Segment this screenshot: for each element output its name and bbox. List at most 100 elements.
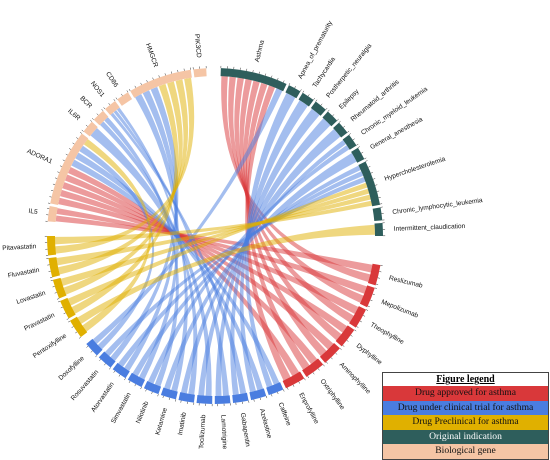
sector-tick [298,381,301,384]
sector-tick [128,380,131,384]
sector-label: Pentoxifylline [32,332,68,360]
sector-arc-atorvastatin [112,362,130,379]
sector-arc-postherpetic-neuralgia [310,101,326,116]
sector-tick [356,143,359,146]
legend-entry-approved: Drug approved for asthma [383,386,548,401]
sector-label: Caffeine [277,402,293,428]
sector-tick [376,190,380,192]
sector-arc-pentoxifylline [69,316,88,338]
sector-tick [71,326,74,328]
sector-tick [58,300,61,303]
sector-tick [146,80,148,83]
chord-ribbon [243,80,327,357]
chord-ribbon [55,200,373,245]
sector-tick [140,82,142,85]
sector-tick [292,384,295,387]
sector-tick [113,370,116,373]
sector-label: Chronic_lymphocytic_leukemia [392,197,483,216]
sector-arc-rosuvastatin [98,351,116,368]
sector-arc-asthma [220,68,287,92]
sector-tick [76,137,79,139]
sector-label: BCR [78,95,93,110]
sector-tick [170,71,173,74]
sector-tick [103,107,106,110]
figure-legend: Figure legend Drug approved for asthma D… [382,372,549,460]
sector-tick [370,172,373,174]
sector-arc-mepolizumab [359,285,375,308]
sector-label: Hypercholesterolemia [384,156,447,183]
sector-label: PIK3CD [193,34,202,59]
sector-arc-ketamine [160,387,178,400]
sector-tick [288,83,291,86]
sector-tick [151,391,153,395]
sector-tick [59,165,63,167]
sector-arc-hypercholesterolemia [358,161,381,207]
sector-tick [68,148,72,150]
sector-tick [50,279,53,281]
sector-tick [101,108,104,111]
sector-tick [49,196,52,198]
sector-arc-fluvastatin [48,257,60,278]
sector-tick [332,114,335,117]
chord-ribbon [67,182,368,306]
legend-title: Figure legend [436,374,495,385]
sector-tick [62,159,65,162]
sector-tick [330,357,333,360]
sector-label: Simvastatin [110,391,133,425]
sector-arc-layer [44,65,386,407]
chord-ribbon [58,197,359,314]
sector-arc-lovastatin [52,277,67,299]
sector-tick [343,125,346,128]
sector-tick [54,177,58,179]
sector-tick [283,389,285,392]
sector-arc-epilepsy [322,111,338,127]
sector-label: Epilepsy [338,88,361,111]
sector-tick [86,345,89,348]
legend-entry-preclinical: Drug Preclinical for asthma [383,415,548,430]
legend-entry-indication: Original indication [383,429,548,445]
sector-tick [378,197,381,199]
sector-tick [126,90,129,93]
sector-arc-tocilizumab [196,395,213,404]
sector-arc-enprofylline [282,371,305,389]
sector-tick [95,355,98,358]
chord-ribbon [56,194,371,266]
sector-arc-il5 [47,206,58,223]
sector-label: Asthma [254,39,266,63]
sector-arc-chronic-lymphocytic-leukemia [372,207,383,222]
sector-tick [372,293,375,295]
sector-tick [339,348,342,350]
sector-arc-lamotrigine [214,395,231,404]
sector-tick [128,88,131,92]
sector-tick [307,376,310,379]
sector-label: Mepolizumab [380,299,419,320]
sector-tick [175,399,177,402]
sector-tick [52,183,56,185]
sector-label: Ketamine [154,407,169,436]
sector-tick [271,75,273,78]
sector-tick [99,359,102,362]
sector-arc-hmgcr [130,69,192,98]
sector-label: Enprofylline [297,392,320,426]
sector-tick [259,397,261,401]
sector-arc-doxofylline [86,338,103,356]
sector-label: Pitavastatin [2,243,37,252]
sector-tick [68,320,71,323]
sector-tick [327,109,330,112]
sector-tick [91,118,94,120]
sector-label: HMGCR [144,42,159,68]
sector-tick [50,190,54,192]
chord-ribbon [228,76,364,303]
sector-label: Rosuvastatin [70,369,101,403]
sector-tick [75,331,78,334]
sector-label: Imatinib [177,411,188,435]
chord-ribbon [56,208,367,294]
sector-tick [342,345,345,347]
sector-tick [78,336,81,339]
sector-label: Lamotrigine [219,415,228,450]
sector-label: Dyphylline [355,342,384,366]
sector-tick [271,394,273,397]
sector-tick [104,363,106,366]
sector-tick [134,85,137,88]
sector-tick [109,367,111,370]
